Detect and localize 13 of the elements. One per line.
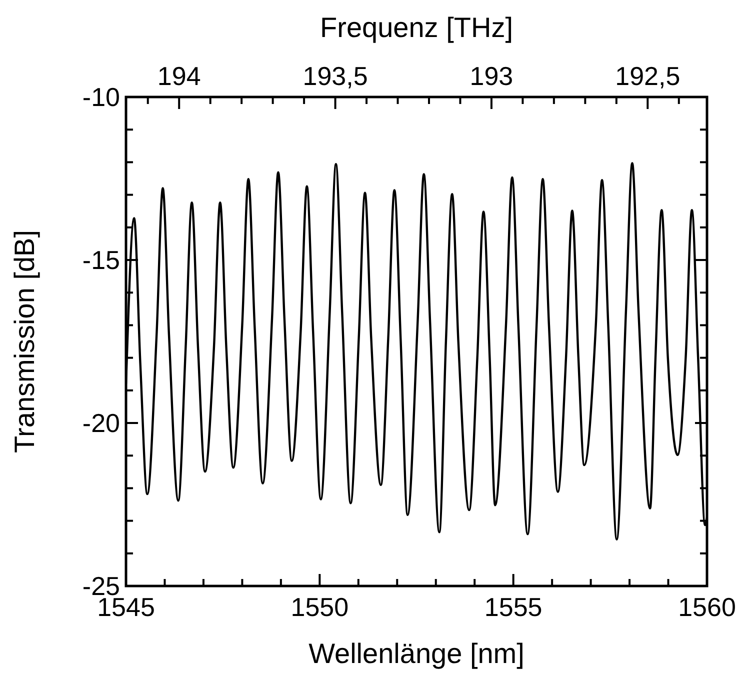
- y-axis-title: Transmission [dB]: [9, 230, 40, 454]
- x-axis-title: Wellenlänge [nm]: [308, 638, 524, 669]
- x2-tick-label: 192,5: [615, 61, 680, 91]
- y-tick-label: -15: [82, 245, 120, 275]
- y-tick-label: -20: [82, 408, 120, 438]
- x-tick-label: 1555: [484, 592, 542, 622]
- x-tick-label: 1550: [290, 592, 349, 622]
- x2-axis-title: Frequenz [THz]: [320, 12, 513, 43]
- x2-tick-label: 193,5: [302, 61, 368, 91]
- x2-tick-label: 194: [157, 61, 201, 91]
- x2-tick-label: 193: [470, 61, 514, 91]
- y-tick-label: -10: [82, 82, 120, 112]
- x-tick-label: 1560: [678, 592, 736, 622]
